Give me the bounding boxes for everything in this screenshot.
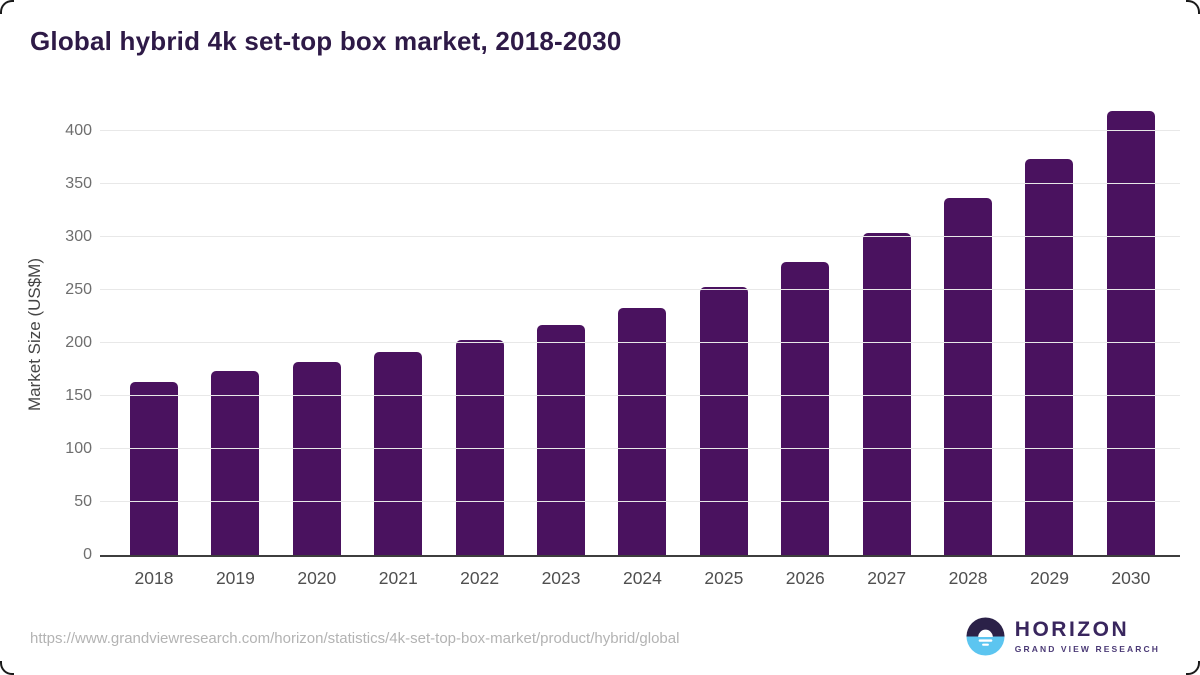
bar-2019 <box>211 370 260 555</box>
bar-group-2021: 2021 <box>374 112 423 588</box>
x-tick-label-2022: 2022 <box>460 568 500 588</box>
bar-2023 <box>537 325 586 555</box>
logo-subtitle: GRAND VIEW RESEARCH <box>1014 644 1160 654</box>
y-axis-title: Market Size (US$M) <box>22 112 48 557</box>
gridline-y-350 <box>100 183 1180 185</box>
horizon-logo: HORIZON GRAND VIEW RESEARCH <box>966 617 1160 656</box>
gridline-y-400 <box>100 130 1180 132</box>
bar-2022 <box>455 339 504 555</box>
plot-area: 2018 2019 2020 2021 2022 2023 2024 2025 2026 2027… <box>65 111 1180 588</box>
x-tick-label-2025: 2025 <box>704 568 744 588</box>
x-tick-label-2024: 2024 <box>622 568 662 588</box>
bar-group-2028: 2028 <box>944 112 993 588</box>
y-tick-label-300: 300 <box>65 228 92 246</box>
y-tick-label-400: 400 <box>65 122 92 140</box>
x-tick-label-2021: 2021 <box>378 568 418 588</box>
x-tick-label-2026: 2026 <box>785 568 825 588</box>
card-corner-border <box>1186 0 1200 14</box>
bar-2030 <box>1106 111 1155 555</box>
x-tick-label-2020: 2020 <box>297 568 337 588</box>
bar-group-2030: 2030 <box>1106 111 1155 588</box>
y-tick-label-50: 50 <box>74 493 92 511</box>
x-tick-label-2030: 2030 <box>1111 568 1151 588</box>
y-tick-label-0: 0 <box>83 546 92 563</box>
gridline-y-300 <box>100 236 1180 238</box>
bar-group-2025: 2025 <box>699 112 748 588</box>
gridline-y-250 <box>100 289 1180 291</box>
bar-2026 <box>781 261 830 555</box>
bar-group-2027: 2027 <box>862 112 911 588</box>
bar-2021 <box>374 351 423 555</box>
gridline-y-200 <box>100 342 1180 344</box>
y-tick-label-250: 250 <box>65 281 92 299</box>
bar-2025 <box>699 286 748 555</box>
bar-2029 <box>1025 158 1074 555</box>
bar-group-2022: 2022 <box>455 112 504 588</box>
bar-2020 <box>292 362 341 555</box>
bar-group-2024: 2024 <box>618 112 667 588</box>
bars-container: 2018 2019 2020 2021 2022 2023 2024 2025 2026 2027… <box>100 111 1180 588</box>
gridline-y-50 <box>100 501 1180 503</box>
y-axis-title-text: Market Size (US$M) <box>25 257 44 412</box>
bar-group-2023: 2023 <box>537 112 586 588</box>
chart-title: Global hybrid 4k set-top box market, 201… <box>30 26 622 56</box>
y-tick-label-350: 350 <box>65 175 92 193</box>
y-tick-label-100: 100 <box>65 440 92 458</box>
x-tick-label-2019: 2019 <box>215 568 255 588</box>
gridline-y-150 <box>100 395 1180 397</box>
source-url: https://www.grandviewresearch.com/horizo… <box>30 630 680 647</box>
x-tick-label-2023: 2023 <box>541 568 581 588</box>
y-tick-label-200: 200 <box>65 334 92 352</box>
x-tick-label-2018: 2018 <box>134 568 174 588</box>
logo-name: HORIZON <box>1014 618 1130 641</box>
horizon-logo-icon <box>966 617 1005 656</box>
card-corner-border <box>0 661 14 675</box>
bar-group-2018: 2018 <box>130 112 178 588</box>
bar-group-2029: 2029 <box>1025 112 1074 588</box>
bar-group-2026: 2026 <box>781 112 830 588</box>
card-corner-border <box>0 0 14 14</box>
bar-2028 <box>944 197 993 555</box>
bar-group-2020: 2020 <box>292 112 341 588</box>
gridline-y-100 <box>100 448 1180 450</box>
x-tick-label-2027: 2027 <box>867 568 907 588</box>
x-tick-label-2028: 2028 <box>948 568 988 588</box>
y-tick-label-150: 150 <box>65 387 92 405</box>
x-tick-label-2029: 2029 <box>1030 568 1069 588</box>
card-corner-border <box>1186 661 1200 675</box>
bar-group-2019: 2019 <box>211 112 260 588</box>
horizon-logo-text: HORIZON GRAND VIEW RESEARCH <box>1015 619 1160 654</box>
bar-2027 <box>862 232 911 555</box>
bar-2018 <box>130 382 178 555</box>
bar-2024 <box>618 308 667 555</box>
